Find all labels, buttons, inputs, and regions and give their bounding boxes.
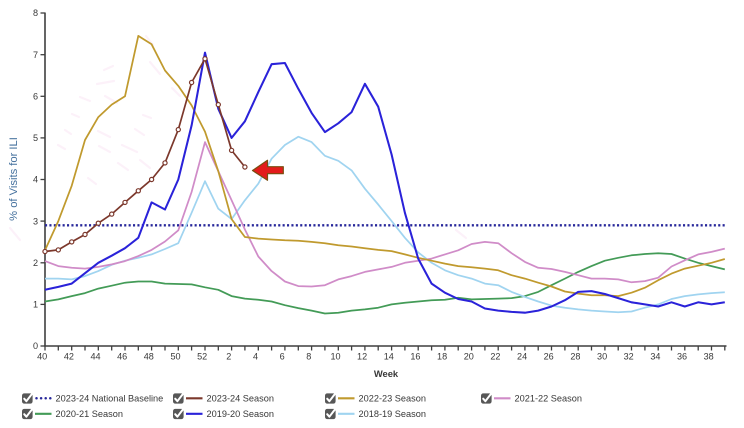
svg-text:52: 52: [197, 352, 207, 362]
svg-text:36: 36: [677, 352, 687, 362]
svg-text:24: 24: [517, 352, 527, 362]
svg-text:7: 7: [33, 50, 38, 60]
svg-text:2018-19 Season: 2018-19 Season: [359, 409, 426, 419]
svg-text:14: 14: [384, 352, 394, 362]
svg-text:8: 8: [306, 352, 311, 362]
svg-text:38: 38: [704, 352, 714, 362]
svg-text:40: 40: [37, 352, 47, 362]
svg-text:32: 32: [624, 352, 634, 362]
svg-text:20: 20: [464, 352, 474, 362]
svg-text:34: 34: [650, 352, 660, 362]
svg-text:2: 2: [33, 258, 38, 268]
svg-text:50: 50: [170, 352, 180, 362]
svg-text:12: 12: [357, 352, 367, 362]
svg-text:2019-20 Season: 2019-20 Season: [207, 409, 274, 419]
svg-text:44: 44: [90, 352, 100, 362]
svg-text:16: 16: [410, 352, 420, 362]
svg-text:46: 46: [117, 352, 127, 362]
svg-text:0: 0: [33, 341, 38, 351]
svg-text:2020-21 Season: 2020-21 Season: [56, 409, 123, 419]
svg-text:1: 1: [33, 300, 38, 310]
svg-text:30: 30: [597, 352, 607, 362]
svg-text:8: 8: [33, 8, 38, 18]
svg-text:4: 4: [33, 175, 38, 185]
svg-text:3: 3: [33, 216, 38, 226]
svg-text:6: 6: [33, 92, 38, 102]
svg-text:2023-24 National Baseline: 2023-24 National Baseline: [56, 394, 164, 404]
svg-text:10: 10: [330, 352, 340, 362]
svg-text:2023-24 Season: 2023-24 Season: [207, 394, 274, 404]
svg-text:6: 6: [280, 352, 285, 362]
svg-text:22: 22: [490, 352, 500, 362]
svg-text:Week: Week: [374, 368, 399, 379]
svg-text:4: 4: [253, 352, 258, 362]
svg-text:5: 5: [33, 133, 38, 143]
svg-text:2021-22 Season: 2021-22 Season: [515, 394, 582, 404]
svg-text:26: 26: [544, 352, 554, 362]
svg-text:2022-23 Season: 2022-23 Season: [359, 394, 426, 404]
svg-text:28: 28: [570, 352, 580, 362]
svg-text:42: 42: [64, 352, 74, 362]
svg-text:2: 2: [226, 352, 231, 362]
svg-text:18: 18: [437, 352, 447, 362]
svg-text:48: 48: [144, 352, 154, 362]
svg-text:% of Visits for ILI: % of Visits for ILI: [8, 137, 20, 221]
